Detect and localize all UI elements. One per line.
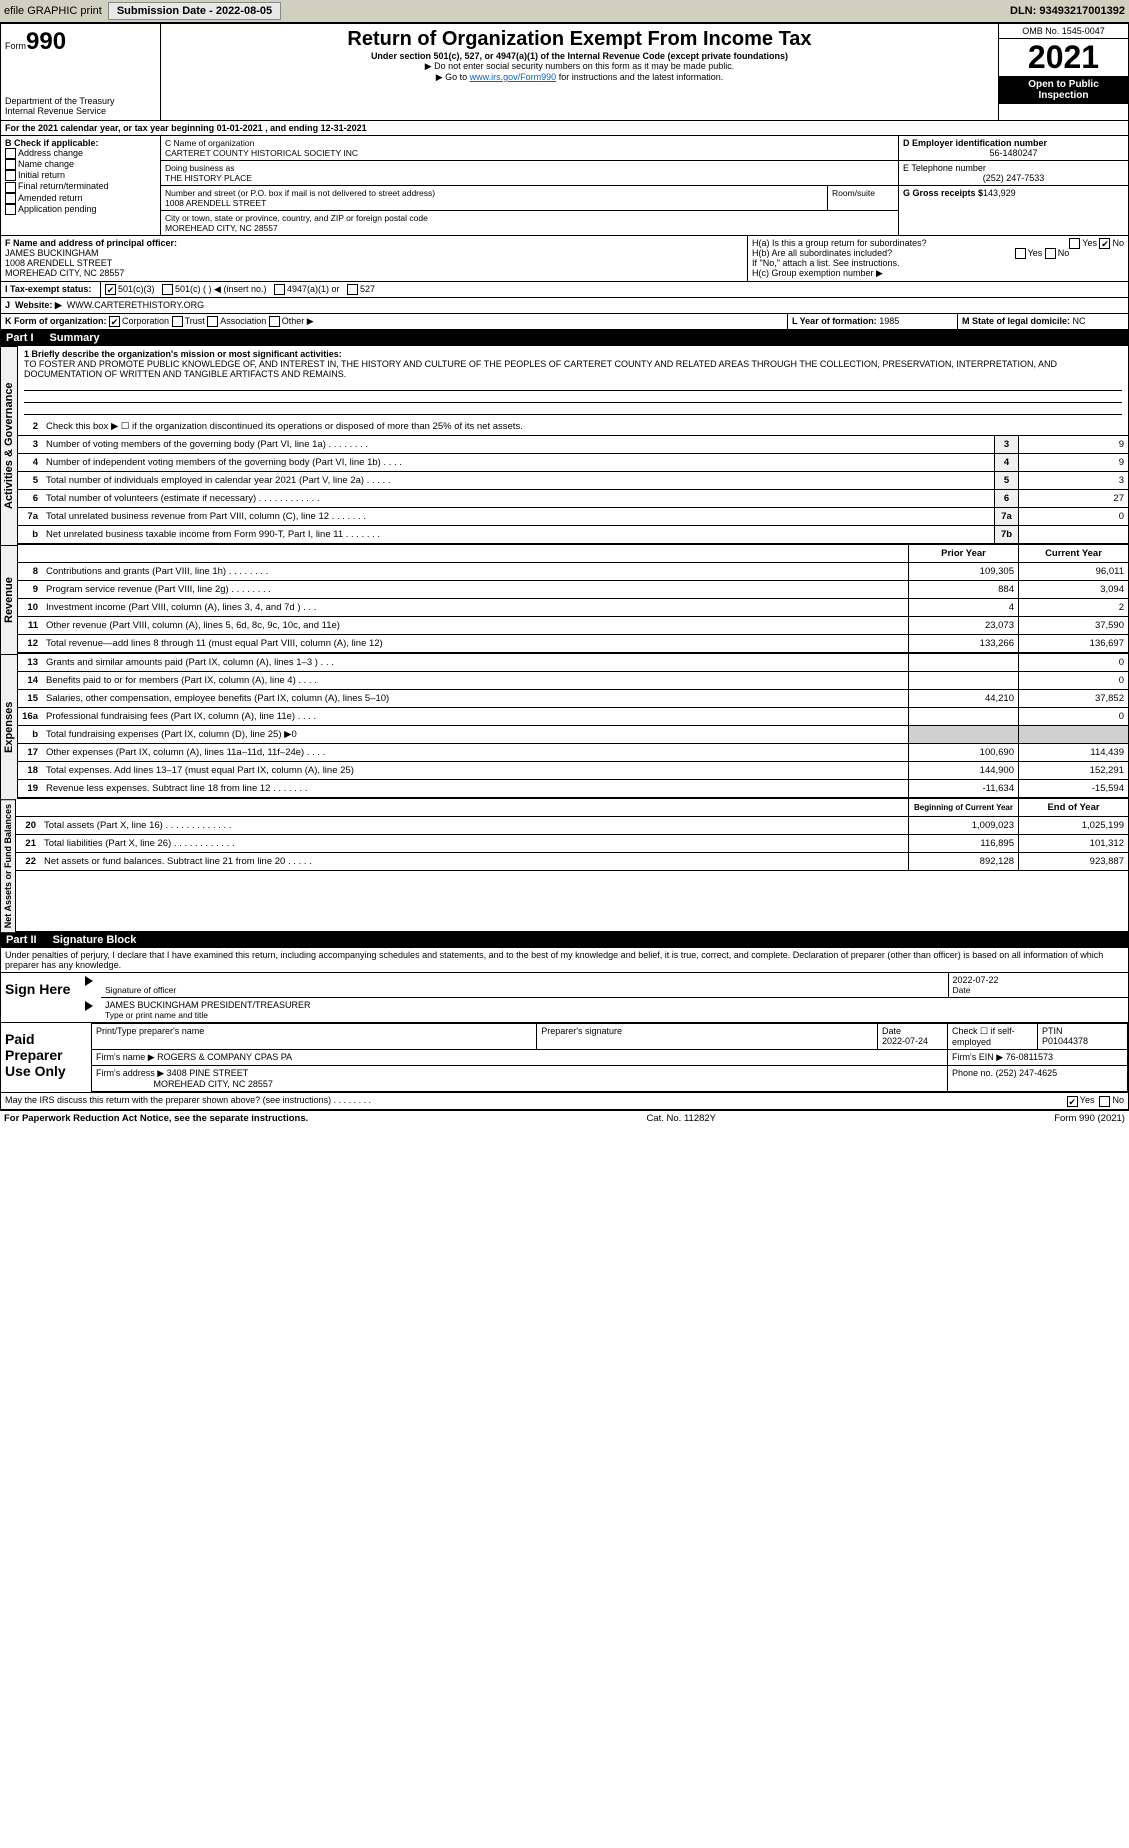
line-21: 21Total liabilities (Part X, line 26) . … [16,835,1128,853]
line-2: 2Check this box ▶ ☐ if the organization … [18,418,1128,436]
box-m: M State of legal domicile: NC [958,314,1128,329]
prep-name-label: Print/Type preparer's name [92,1024,537,1050]
sign-here-label: Sign Here [1,973,81,1022]
part-2-header: Part II Signature Block [0,932,1129,948]
box-f: F Name and address of principal officer:… [1,236,748,281]
box-c-name: C Name of organization CARTERET COUNTY H… [161,136,898,161]
ptin: P01044378 [1042,1036,1088,1046]
prep-sig-label: Preparer's signature [537,1024,878,1050]
box-g: G Gross receipts $143,929 [899,186,1128,200]
box-i-label: I Tax-exempt status: [1,282,101,297]
line-6: 6Total number of volunteers (estimate if… [18,490,1128,508]
col-header-row-2: Beginning of Current Year End of Year [16,799,1128,817]
side-revenue: Revenue [0,545,18,654]
page-footer: For Paperwork Reduction Act Notice, see … [0,1110,1129,1126]
line-b: bNet unrelated business taxable income f… [18,526,1128,544]
side-expenses: Expenses [0,654,18,799]
form-label: Form [5,41,26,51]
line-17: 17Other expenses (Part IX, column (A), l… [18,744,1128,762]
form-number: 990 [26,28,66,55]
form-title: Return of Organization Exempt From Incom… [165,28,994,51]
line-19: 19Revenue less expenses. Subtract line 1… [18,780,1128,798]
line-12: 12Total revenue—add lines 8 through 11 (… [18,635,1128,653]
firm-addr: 3408 PINE STREET [167,1068,249,1078]
line-16a: 16aProfessional fundraising fees (Part I… [18,708,1128,726]
sig-officer-label: Signature of officer [105,985,176,995]
sig-date: 2022-07-22 [953,975,999,985]
box-c-street: Number and street (or P.O. box if mail i… [161,186,828,210]
box-j: J Website: ▶ WWW.CARTERETHISTORY.ORG [1,298,1128,313]
box-c-dba: Doing business as THE HISTORY PLACE [161,161,898,186]
box-e: E Telephone number (252) 247-7533 [899,161,1128,186]
irs-link[interactable]: www.irs.gov/Form990 [470,72,557,82]
tax-year: 2021 [999,39,1128,76]
line-20: 20Total assets (Part X, line 16) . . . .… [16,817,1128,835]
room-suite: Room/suite [828,186,898,210]
line-8: 8Contributions and grants (Part VIII, li… [18,563,1128,581]
box-b: B Check if applicable: Address change Na… [1,136,161,235]
line-22: 22Net assets or fund balances. Subtract … [16,853,1128,871]
line-13: 13Grants and similar amounts paid (Part … [18,654,1128,672]
line-11: 11Other revenue (Part VIII, column (A), … [18,617,1128,635]
firm-name: ROGERS & COMPANY CPAS PA [157,1052,292,1062]
line-3: 3Number of voting members of the governi… [18,436,1128,454]
box-c-city: City or town, state or province, country… [161,211,898,235]
line-14: 14Benefits paid to or for members (Part … [18,672,1128,690]
line-4: 4Number of independent voting members of… [18,454,1128,472]
omb-label: OMB No. 1545-0047 [999,24,1128,39]
arrow-icon [85,976,93,986]
firm-ein: 76-0811573 [1006,1052,1053,1062]
box-d: D Employer identification number 56-1480… [899,136,1128,161]
line-a: For the 2021 calendar year, or tax year … [1,121,1128,135]
arrow-icon [85,1001,93,1011]
irs-label: Internal Revenue Service [5,106,156,116]
firm-phone: (252) 247-4625 [996,1068,1058,1078]
form-header: Form990 Department of the Treasury Inter… [0,22,1129,121]
subtitle-3: ▶ Go to www.irs.gov/Form990 for instruct… [165,72,994,83]
efile-label: efile GRAPHIC print [4,5,102,17]
line-b: bTotal fundraising expenses (Part IX, co… [18,726,1128,744]
box-i-opts: 501(c)(3) 501(c) ( ) ◀ (insert no.) 4947… [101,282,1128,297]
prep-date: 2022-07-24 [882,1036,928,1046]
line-9: 9Program service revenue (Part VIII, lin… [18,581,1128,599]
dln-label: DLN: 93493217001392 [1010,5,1125,17]
side-activities-governance: Activities & Governance [0,346,18,545]
top-bar: efile GRAPHIC print Submission Date - 20… [0,0,1129,22]
line-18: 18Total expenses. Add lines 13–17 (must … [18,762,1128,780]
penalties-text: Under penalties of perjury, I declare th… [0,948,1129,973]
paid-preparer-label: Paid Preparer Use Only [1,1023,91,1092]
box-h: H(a) Is this a group return for subordin… [748,236,1128,281]
discuss-line: May the IRS discuss this return with the… [1,1093,1128,1108]
mission-text: TO FOSTER AND PROMOTE PUBLIC KNOWLEDGE O… [24,359,1057,379]
subtitle-2: ▶ Do not enter social security numbers o… [165,61,994,72]
line-15: 15Salaries, other compensation, employee… [18,690,1128,708]
line-7a: 7aTotal unrelated business revenue from … [18,508,1128,526]
col-header-row: Prior Year Current Year [18,545,1128,563]
box-l: L Year of formation: 1985 [788,314,958,329]
side-net-assets: Net Assets or Fund Balances [0,799,16,932]
dept-label: Department of the Treasury [5,96,156,106]
mission-block: 1 Briefly describe the organization's mi… [18,346,1128,418]
open-public-badge: Open to Public Inspection [999,76,1128,104]
self-employed-check: Check ☐ if self-employed [948,1024,1038,1050]
box-k: K Form of organization: Corporation Trus… [1,314,788,329]
sig-name: JAMES BUCKINGHAM PRESIDENT/TREASURER [105,1000,311,1010]
line-5: 5Total number of individuals employed in… [18,472,1128,490]
subtitle-1: Under section 501(c), 527, or 4947(a)(1)… [165,51,994,61]
submission-date-button[interactable]: Submission Date - 2022-08-05 [108,2,281,20]
part-1-header: Part I Summary [0,330,1129,346]
line-10: 10Investment income (Part VIII, column (… [18,599,1128,617]
box-b-title: B Check if applicable: [5,138,156,148]
